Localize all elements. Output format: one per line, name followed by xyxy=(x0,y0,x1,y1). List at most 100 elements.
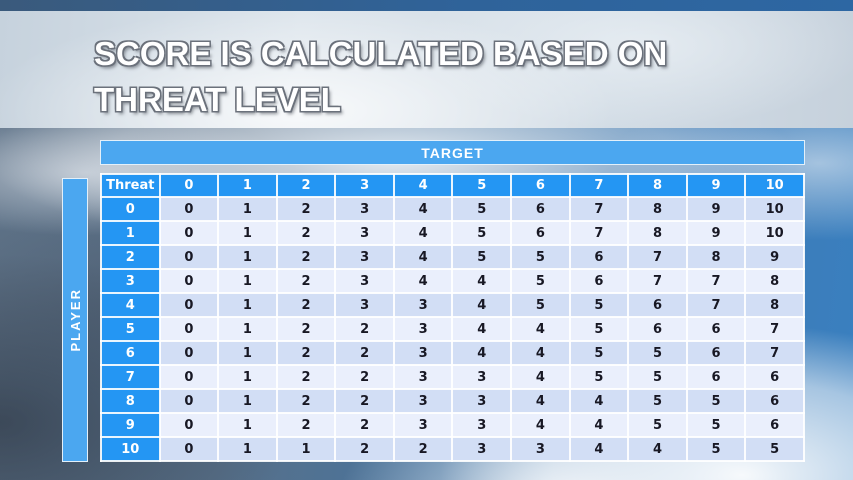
score-cell: 3 xyxy=(334,268,395,294)
score-cell: 7 xyxy=(568,196,630,222)
score-table-body: 0 0 1 2 3 4 5 6 7 8 9 10 1 0 1 2 3 4 5 6 7 8 9 10 2 0 1 2 3 4 5 5 6 7 8 9 3 0… xyxy=(100,196,805,462)
threat-row-label: 1 xyxy=(100,220,161,246)
score-cell: 4 xyxy=(510,316,571,342)
score-cell: 3 xyxy=(392,292,454,318)
score-cell: 8 xyxy=(685,244,747,270)
score-cell: 4 xyxy=(392,220,454,246)
score-table-head: Threat 0 1 2 3 4 5 6 7 8 9 10 xyxy=(100,173,805,198)
threat-row-label: 6 xyxy=(100,340,161,366)
score-cell: 5 xyxy=(744,436,805,462)
target-column-header: 9 xyxy=(685,173,747,198)
score-cell: 1 xyxy=(217,388,278,414)
score-cell: 0 xyxy=(158,436,220,462)
score-cell: 6 xyxy=(568,268,630,294)
threat-row-label: 2 xyxy=(100,244,161,270)
score-cell: 1 xyxy=(275,436,337,462)
target-column-header: 2 xyxy=(275,173,337,198)
score-cell: 5 xyxy=(627,388,688,414)
score-cell: 0 xyxy=(158,268,220,294)
threat-row-label: 10 xyxy=(100,436,161,462)
threat-row-label: 7 xyxy=(100,364,161,390)
score-cell: 9 xyxy=(685,196,747,222)
score-cell: 6 xyxy=(685,340,747,366)
threat-row-label: 4 xyxy=(100,292,161,318)
score-cell: 8 xyxy=(744,292,805,318)
score-cell: 2 xyxy=(275,244,337,270)
target-column-header: 8 xyxy=(627,173,688,198)
threat-row-label: 3 xyxy=(100,268,161,294)
score-cell: 4 xyxy=(451,316,513,342)
score-cell: 3 xyxy=(510,436,571,462)
score-cell: 7 xyxy=(568,220,630,246)
score-cell: 2 xyxy=(275,196,337,222)
score-cell: 3 xyxy=(392,340,454,366)
score-cell: 0 xyxy=(158,196,220,222)
score-cell: 6 xyxy=(627,316,688,342)
score-cell: 7 xyxy=(627,268,688,294)
score-cell: 1 xyxy=(217,412,278,438)
score-cell: 2 xyxy=(334,436,395,462)
score-cell: 0 xyxy=(158,364,220,390)
score-cell: 5 xyxy=(627,412,688,438)
table-header-row: Threat 0 1 2 3 4 5 6 7 8 9 10 xyxy=(100,173,805,198)
score-cell: 3 xyxy=(334,196,395,222)
score-cell: 1 xyxy=(217,220,278,246)
score-cell: 2 xyxy=(334,388,395,414)
score-cell: 2 xyxy=(334,340,395,366)
table-row: 10 0 1 1 2 2 3 3 4 4 5 5 xyxy=(100,436,805,462)
score-cell: 4 xyxy=(627,436,688,462)
score-cell: 8 xyxy=(744,268,805,294)
target-column-header: 3 xyxy=(334,173,395,198)
score-cell: 0 xyxy=(158,316,220,342)
score-cell: 9 xyxy=(685,220,747,246)
target-column-header: 1 xyxy=(217,173,278,198)
score-cell: 3 xyxy=(392,388,454,414)
score-cell: 2 xyxy=(275,412,337,438)
score-cell: 2 xyxy=(334,412,395,438)
score-cell: 2 xyxy=(275,220,337,246)
score-cell: 7 xyxy=(744,340,805,366)
score-cell: 1 xyxy=(217,292,278,318)
score-cell: 5 xyxy=(568,292,630,318)
slide-title: SCORE IS CALCULATED BASED ON THREAT LEVE… xyxy=(94,31,667,123)
score-cell: 0 xyxy=(158,340,220,366)
score-cell: 1 xyxy=(217,340,278,366)
top-sky-strip xyxy=(0,0,853,11)
score-cell: 8 xyxy=(627,220,688,246)
score-cell: 3 xyxy=(451,436,513,462)
score-cell: 3 xyxy=(334,244,395,270)
score-cell: 4 xyxy=(392,196,454,222)
score-cell: 1 xyxy=(217,436,278,462)
score-cell: 6 xyxy=(685,316,747,342)
table-row: 0 0 1 2 3 4 5 6 7 8 9 10 xyxy=(100,196,805,222)
score-cell: 3 xyxy=(392,412,454,438)
score-cell: 10 xyxy=(744,196,805,222)
player-axis-banner: PLAYER xyxy=(62,178,88,462)
score-cell: 0 xyxy=(158,412,220,438)
score-cell: 3 xyxy=(392,316,454,342)
score-cell: 10 xyxy=(744,220,805,246)
score-cell: 1 xyxy=(217,196,278,222)
score-cell: 4 xyxy=(568,388,630,414)
score-cell: 7 xyxy=(627,244,688,270)
score-cell: 7 xyxy=(685,268,747,294)
score-cell: 7 xyxy=(685,292,747,318)
threat-row-label: 8 xyxy=(100,388,161,414)
score-cell: 4 xyxy=(510,388,571,414)
target-column-header: 7 xyxy=(568,173,630,198)
score-cell: 4 xyxy=(392,244,454,270)
table-row: 1 0 1 2 3 4 5 6 7 8 9 10 xyxy=(100,220,805,246)
score-cell: 3 xyxy=(334,220,395,246)
score-cell: 5 xyxy=(510,268,571,294)
score-cell: 5 xyxy=(568,316,630,342)
threat-row-label: 5 xyxy=(100,316,161,342)
score-cell: 3 xyxy=(334,292,395,318)
slide-title-line-1: SCORE IS CALCULATED BASED ON xyxy=(94,35,668,72)
target-column-header: 6 xyxy=(510,173,571,198)
score-cell: 0 xyxy=(158,244,220,270)
